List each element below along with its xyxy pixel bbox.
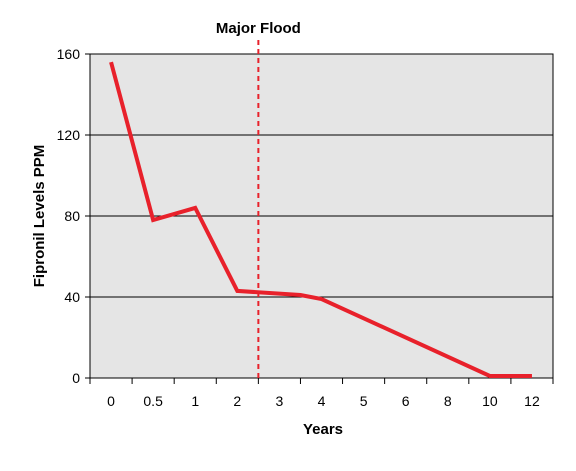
x-tick-label: 5 [360, 393, 368, 409]
x-axis-ticks: 0 0.5 1 2 3 4 5 6 8 10 12 [89, 378, 554, 409]
y-tick-label: 160 [57, 46, 81, 62]
x-tick-label: 0.5 [143, 393, 163, 409]
x-tick-label: 6 [402, 393, 410, 409]
y-tick-label: 120 [57, 127, 81, 143]
series-line [109, 61, 532, 378]
x-tick-label: 1 [191, 393, 199, 409]
y-tick-label: 0 [72, 370, 80, 386]
x-tick-label: 12 [524, 393, 540, 409]
x-tick-label: 3 [276, 393, 284, 409]
x-tick-label: 8 [444, 393, 452, 409]
y-axis-title: Fipronil Levels PPM [31, 145, 48, 288]
x-tick-label: 0 [107, 393, 115, 409]
y-tick-label: 80 [64, 208, 80, 224]
x-tick-label: 4 [318, 393, 326, 409]
x-tick-label: 2 [233, 393, 241, 409]
flood-annotation: Major Flood [216, 20, 301, 37]
y-tick-label: 40 [64, 289, 80, 305]
x-tick-label: 10 [482, 393, 498, 409]
y-axis-ticks: 0 40 80 120 160 [57, 46, 90, 386]
x-axis-title: Years [303, 421, 343, 438]
